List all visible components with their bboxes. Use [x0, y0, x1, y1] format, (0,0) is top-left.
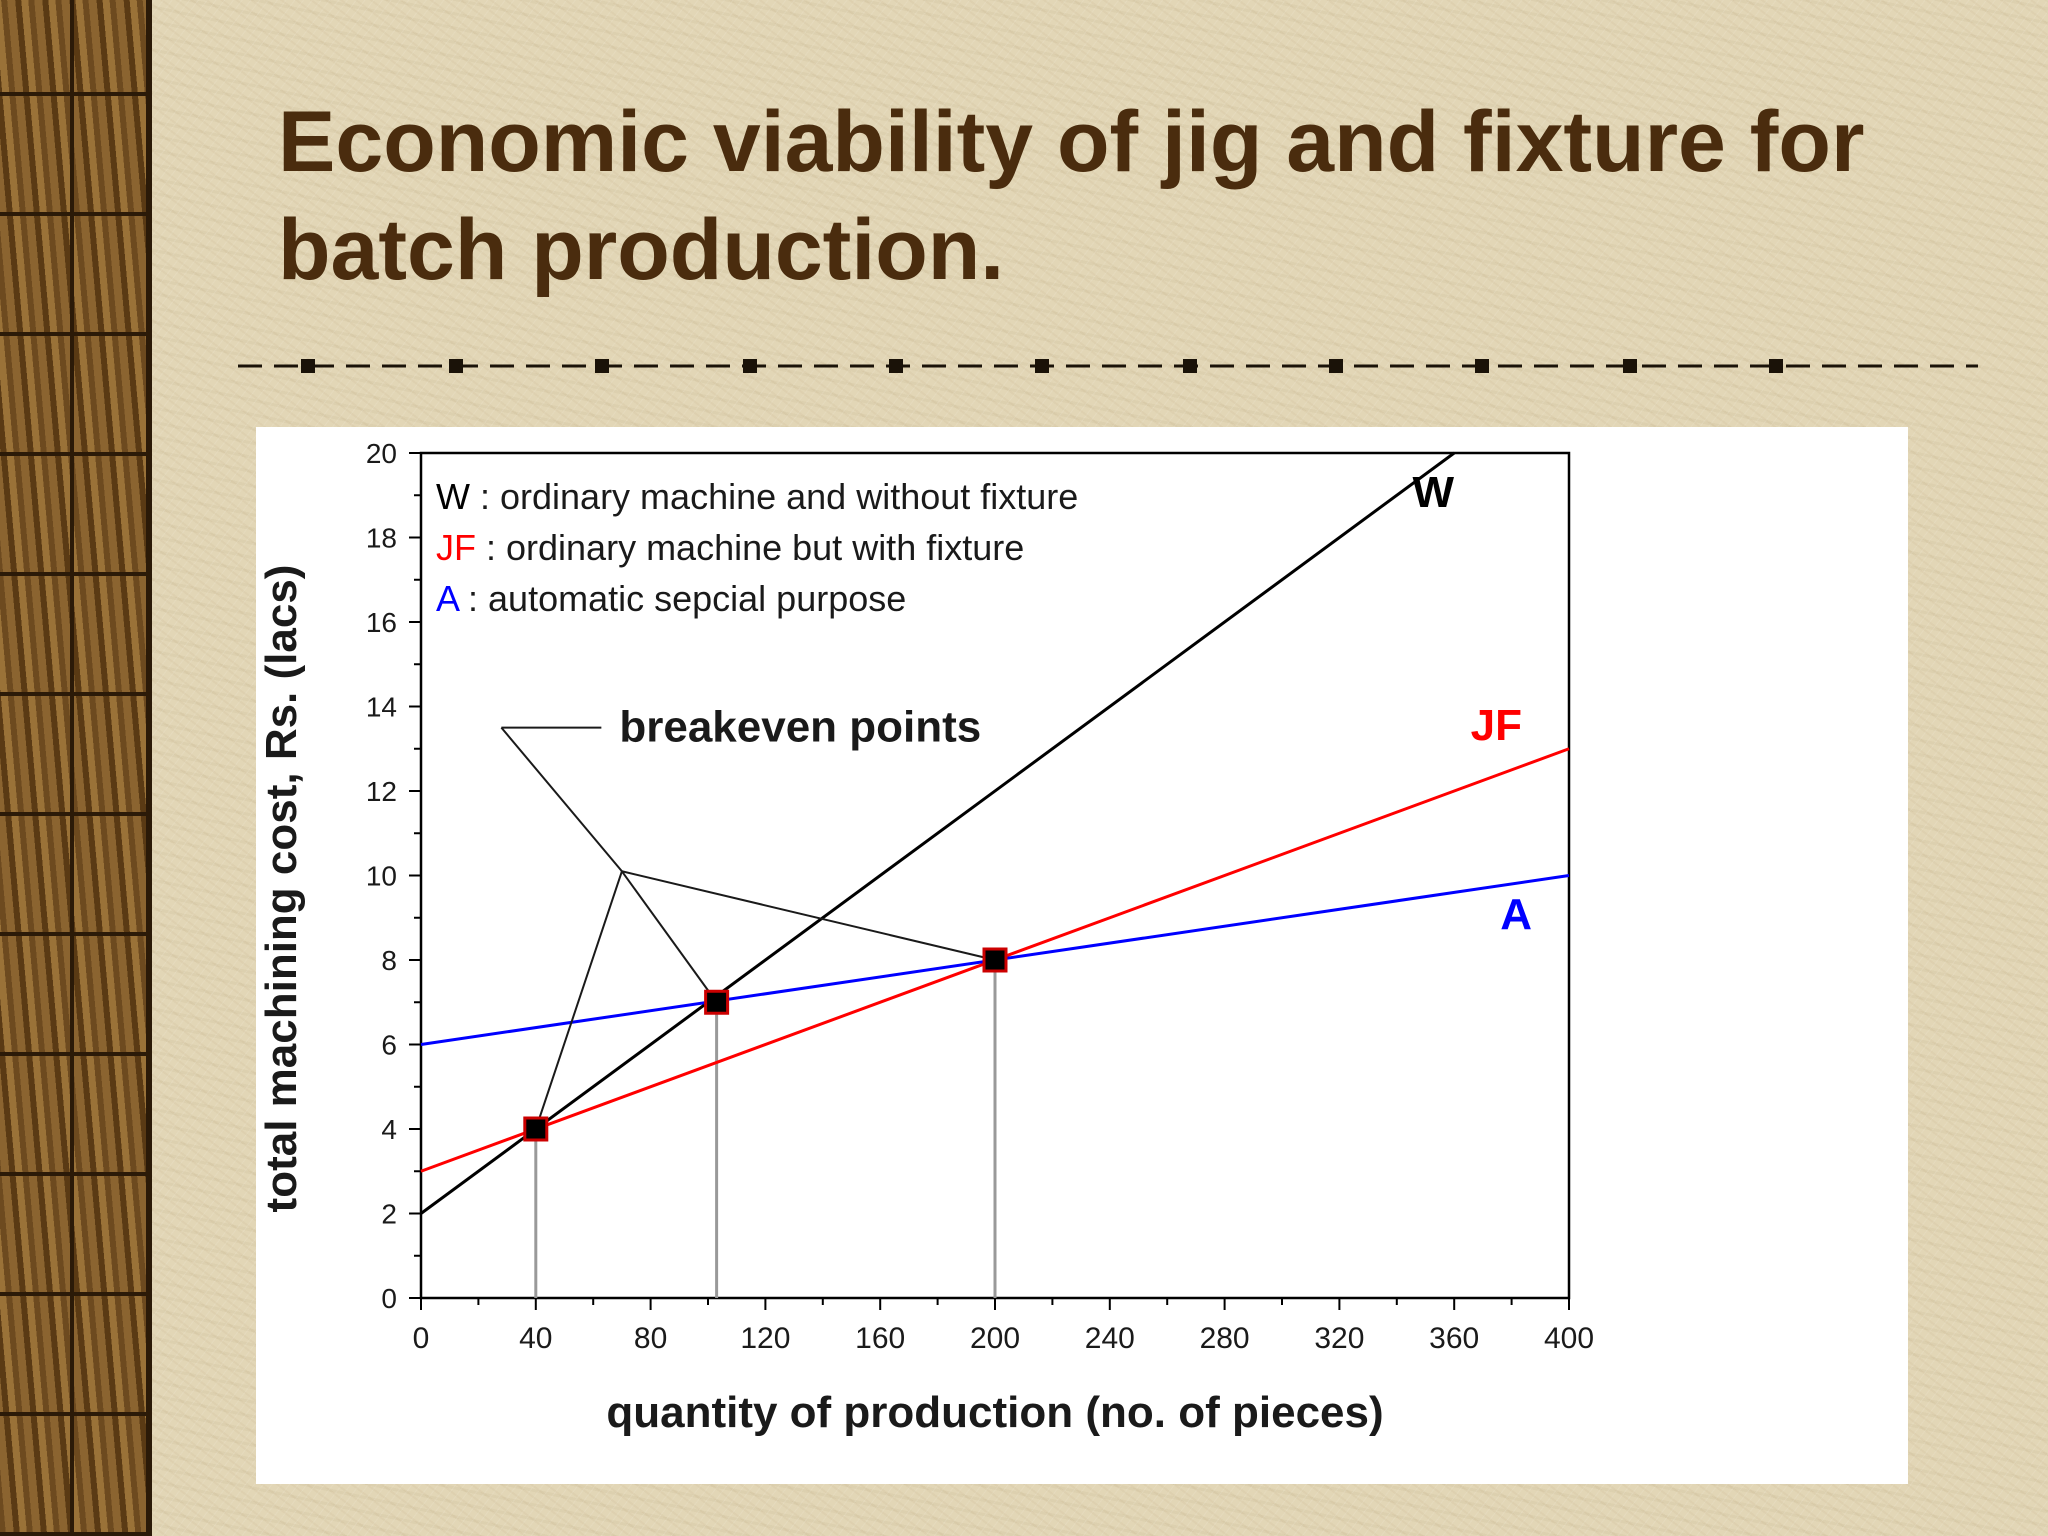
- x-tick-label: 360: [1429, 1322, 1479, 1355]
- legend: W : ordinary machine and without fixture…: [436, 476, 1078, 619]
- y-tick-label: 20: [366, 438, 397, 469]
- x-tick-label: 0: [413, 1322, 430, 1355]
- chart-panel: 0 40 80 120 160 200 240 280 320 360 400 0 2 4 6 8 10 12 1…: [256, 427, 1908, 1484]
- annotation-leader: [500, 726, 996, 1130]
- x-tick-label: 240: [1085, 1322, 1135, 1355]
- series-label-a: A: [1500, 890, 1532, 939]
- wood-border-strip: [0, 0, 152, 1536]
- annotation-text: breakeven points: [619, 703, 981, 752]
- y-tick-label: 4: [381, 1114, 397, 1145]
- y-tick-label: 10: [366, 861, 397, 892]
- x-tick-label: 120: [740, 1322, 790, 1355]
- legend-key: JF: [436, 527, 476, 568]
- legend-entry: W : ordinary machine and without fixture: [436, 476, 1078, 517]
- breakeven-guides: [534, 960, 997, 1298]
- series-label-jf: JF: [1471, 701, 1522, 750]
- x-tick-label: 280: [1200, 1322, 1250, 1355]
- x-ticks: 0 40 80 120 160 200 240 280 320 360 400: [413, 1298, 1594, 1355]
- annotation-leader: [500, 726, 623, 872]
- legend-text: : ordinary machine and without fixture: [470, 476, 1078, 517]
- x-axis-label: quantity of production (no. of pieces): [606, 1388, 1383, 1437]
- y-tick-label: 8: [381, 945, 397, 976]
- x-tick-label: 80: [634, 1322, 667, 1355]
- y-ticks: 0 2 4 6 8 10 12 14 16 18 20: [366, 438, 421, 1314]
- legend-text: : ordinary machine but with fixture: [476, 527, 1024, 568]
- breakeven-marker: [982, 947, 1008, 973]
- annotation-leader: [621, 870, 996, 961]
- y-tick-label: 18: [366, 523, 397, 554]
- y-tick-label: 6: [381, 1030, 397, 1061]
- annotation-leader: [621, 870, 718, 1003]
- title-divider: [238, 359, 1978, 373]
- slide-title: Economic viability of jig and fixture fo…: [278, 94, 1865, 298]
- x-tick-label: 200: [970, 1322, 1020, 1355]
- legend-entry: JF : ordinary machine but with fixture: [436, 527, 1024, 568]
- breakeven-markers: [523, 947, 1008, 1142]
- series-line-w: [420, 451, 1456, 1215]
- x-tick-label: 40: [519, 1322, 552, 1355]
- series-labels: W JF A: [1412, 468, 1532, 939]
- y-tick-label: 2: [381, 1199, 397, 1230]
- breakeven-marker: [523, 1116, 549, 1142]
- y-tick-label: 14: [366, 692, 397, 723]
- legend-key: W: [436, 476, 470, 517]
- legend-key: A: [436, 578, 460, 619]
- y-axis-label: total machining cost, Rs. (lacs): [257, 565, 306, 1213]
- x-tick-label: 320: [1314, 1322, 1364, 1355]
- cost-chart: 0 40 80 120 160 200 240 280 320 360 400 0 2 4 6 8 10 12 1…: [257, 438, 1594, 1437]
- series-label-w: W: [1412, 468, 1454, 517]
- y-tick-label: 12: [366, 776, 397, 807]
- breakeven-marker: [704, 989, 730, 1015]
- y-tick-label: 0: [381, 1283, 397, 1314]
- y-tick-label: 16: [366, 607, 397, 638]
- x-tick-label: 400: [1544, 1322, 1594, 1355]
- x-tick-label: 160: [855, 1322, 905, 1355]
- legend-text: : automatic sepcial purpose: [458, 578, 906, 619]
- legend-entry: A : automatic sepcial purpose: [436, 578, 906, 619]
- annotation-leader: [534, 870, 623, 1130]
